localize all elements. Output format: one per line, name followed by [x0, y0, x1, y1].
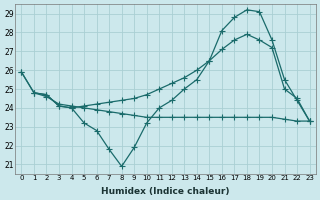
- X-axis label: Humidex (Indice chaleur): Humidex (Indice chaleur): [101, 187, 230, 196]
